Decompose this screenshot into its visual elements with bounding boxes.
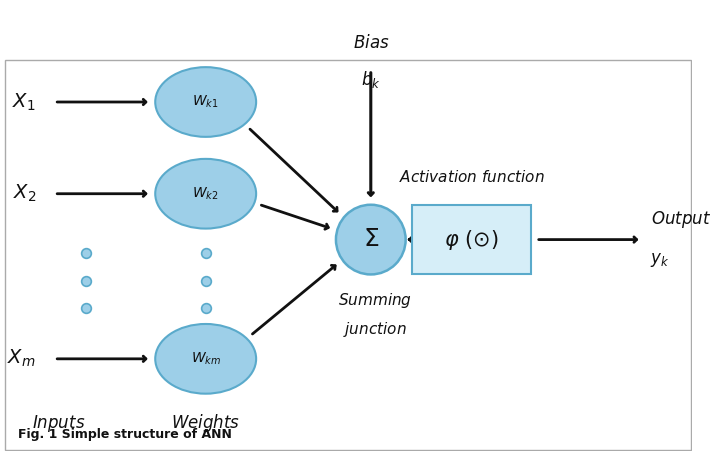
Text: $y_k$: $y_k$ [650,251,670,269]
Ellipse shape [156,324,256,394]
Text: $W_{k2}$: $W_{k2}$ [192,186,219,202]
Text: $\Sigma$: $\Sigma$ [363,228,379,251]
Text: $X_m$: $X_m$ [7,348,36,369]
Text: $X_1$: $X_1$ [12,91,36,113]
Text: $W_{km}$: $W_{km}$ [191,351,221,367]
Text: $Output$: $Output$ [651,209,711,230]
Text: $Activation\ function$: $Activation\ function$ [399,169,544,185]
Text: Fig. 1 Simple structure of ANN: Fig. 1 Simple structure of ANN [18,428,232,440]
Text: $Inputs$: $Inputs$ [32,413,86,433]
Ellipse shape [156,159,256,228]
Text: $v_k$: $v_k$ [415,214,431,228]
Text: $W_{k1}$: $W_{k1}$ [192,94,219,110]
Text: $\varphi\ (\odot)$: $\varphi\ (\odot)$ [444,227,499,251]
Text: $b_k$: $b_k$ [361,69,381,90]
Ellipse shape [156,67,256,137]
Text: $junction$: $junction$ [343,320,408,339]
Text: $X_2$: $X_2$ [12,183,36,204]
Circle shape [336,205,405,274]
Text: $Summing$: $Summing$ [338,291,413,310]
Text: $Weights$: $Weights$ [171,412,240,434]
FancyBboxPatch shape [412,205,531,274]
Text: $Bias$: $Bias$ [353,33,389,52]
